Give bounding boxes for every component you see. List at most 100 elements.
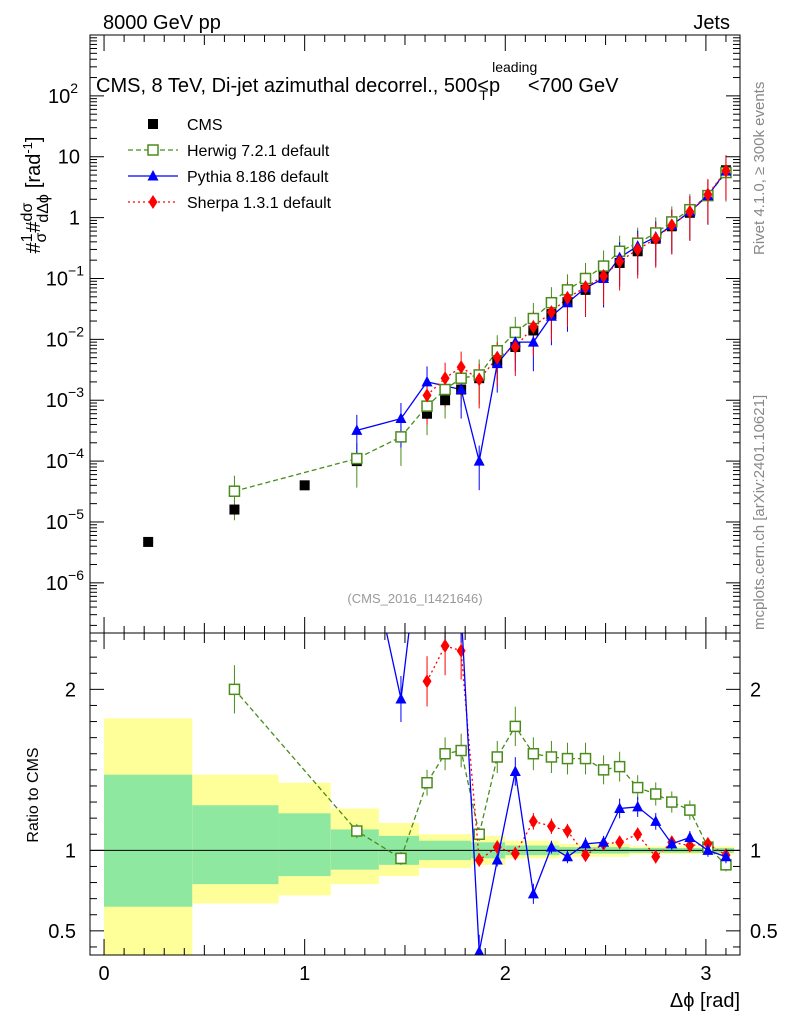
legend-marker — [147, 170, 159, 181]
legend-item: Sherpa 1.3.1 default — [128, 195, 332, 212]
herwig-ratio-point — [579, 752, 592, 765]
ratio-panel: 0.5 0.5 1 1 2 2 0 1 2 3 — [48, 35, 778, 985]
sherpa-point — [456, 360, 466, 375]
sherpa-ratio-point — [422, 674, 432, 689]
main-ytick-label: 10−6 — [46, 567, 84, 595]
herwig-ratio-point — [684, 804, 696, 816]
pythia-ratio-point — [491, 854, 503, 865]
pythia-ratio-point — [666, 837, 678, 849]
pythia-point — [473, 455, 485, 466]
herwig-point — [509, 326, 522, 339]
cms-point — [299, 480, 310, 491]
sherpa-point — [581, 280, 591, 295]
legend-label: Pythia 8.186 default — [187, 169, 329, 186]
sherpa-point — [651, 231, 661, 246]
legend-marker — [148, 195, 158, 209]
sherpa-markers — [422, 163, 731, 403]
herwig-ratio-point — [491, 751, 504, 763]
cms-point — [440, 395, 451, 406]
sherpa-ratio-point — [456, 643, 466, 658]
ratio-ytick-label: 0.5 — [750, 921, 778, 943]
main-ylabel: #1σ#dσdΔϕ[rad-1] — [19, 137, 52, 254]
herwig-ratio-point — [613, 760, 626, 773]
pythia-point — [455, 383, 467, 395]
sherpa-ratio-point — [615, 835, 625, 850]
svg-text:#1σ#dσdΔϕ[rad-1]: #1σ#dσdΔϕ[rad-1] — [19, 137, 52, 254]
sherpa-point — [528, 319, 538, 334]
sherpa-point — [492, 350, 502, 365]
herwig-ratio-point — [649, 788, 662, 800]
x-tick-label: 0 — [98, 963, 109, 985]
pythia-ratio-point — [684, 831, 696, 842]
pythia-ratio-point — [509, 765, 521, 776]
herwig-ratio-point — [455, 744, 467, 757]
main-ytick-label: 1 — [69, 208, 80, 230]
sherpa-point — [703, 187, 713, 202]
pythia-ratio-point — [632, 800, 644, 812]
cms-point — [422, 408, 433, 419]
sherpa-point — [474, 372, 484, 387]
herwig-ratio-point — [228, 683, 241, 696]
x-axis: 0 1 2 3 — [98, 35, 727, 985]
sherpa-ratio-line — [426, 645, 727, 862]
herwig-point — [421, 400, 433, 412]
sherpa-line — [426, 170, 727, 396]
ratio-ytick-label: 2 — [750, 679, 761, 701]
pythia-ratio-point — [720, 850, 732, 862]
herwig-point — [228, 485, 241, 497]
pythia-ratio-line — [385, 633, 727, 952]
pythia-ratio-point — [598, 836, 610, 847]
legend-label: Sherpa 1.3.1 default — [187, 195, 332, 212]
herwig-line — [234, 172, 727, 492]
main-ytick-label: 102 — [48, 80, 78, 108]
main-ytick-label: 10−5 — [46, 506, 84, 534]
legend-label: CMS — [187, 117, 223, 134]
energy-label: 8000 GeV pp — [103, 12, 221, 34]
herwig-markers — [228, 166, 732, 497]
sherpa-point — [599, 268, 609, 283]
pythia-ratio-point — [650, 815, 662, 826]
sherpa-ratio-point — [651, 849, 661, 864]
sherpa-point — [562, 290, 572, 305]
main-ytick-label: 10−2 — [46, 323, 84, 351]
sherpa-ratio-point — [581, 848, 591, 863]
legend-item: CMS — [148, 117, 223, 134]
band-inner — [192, 805, 279, 885]
mcplots-label: mcplots.cern.ch [arXiv:2401.10621] — [751, 395, 768, 630]
sherpa-ratio-point — [510, 846, 520, 861]
ratio-ytick-label: 2 — [65, 679, 76, 701]
sherpa-point — [546, 305, 556, 320]
legend-marker — [148, 119, 158, 129]
sherpa-point — [685, 204, 695, 219]
cms-point — [229, 504, 240, 515]
pythia-line — [356, 170, 727, 462]
herwig-point — [455, 372, 467, 384]
herwig-ratio-point — [631, 781, 644, 794]
x-tick-label: 3 — [700, 963, 711, 985]
herwig-ratio-point — [545, 751, 558, 763]
sherpa-series — [426, 155, 727, 425]
herwig-ratio-point — [597, 764, 610, 776]
sherpa-ratio-point — [562, 824, 572, 839]
herwig-ratio-point — [439, 748, 451, 760]
plot-title: CMS, 8 TeV, Di-jet azimuthal decorrel., … — [96, 59, 619, 103]
herwig-ratio-point — [527, 748, 540, 760]
ratio-ytick-label: 1 — [750, 840, 761, 862]
pythia-ratio-point — [561, 850, 573, 862]
pythia-ratio-point — [395, 693, 407, 704]
pythia-ratio-series — [385, 633, 732, 955]
main-ytick-label: 10 — [58, 147, 80, 169]
x-axis-label: Δϕ [rad] — [670, 990, 740, 1012]
herwig-ratio-point — [421, 776, 433, 789]
analysis-reference: (CMS_2016_I1421646) — [347, 591, 482, 606]
process-label: Jets — [693, 12, 730, 34]
main-ytick-label: 10−3 — [46, 384, 84, 412]
pythia-point — [527, 336, 539, 347]
pythia-ratio-point — [474, 945, 485, 955]
x-tick-label: 1 — [299, 963, 310, 985]
sherpa-point — [510, 339, 520, 354]
sherpa-point — [633, 242, 643, 257]
herwig-point — [439, 383, 451, 396]
pythia-point — [395, 412, 407, 424]
